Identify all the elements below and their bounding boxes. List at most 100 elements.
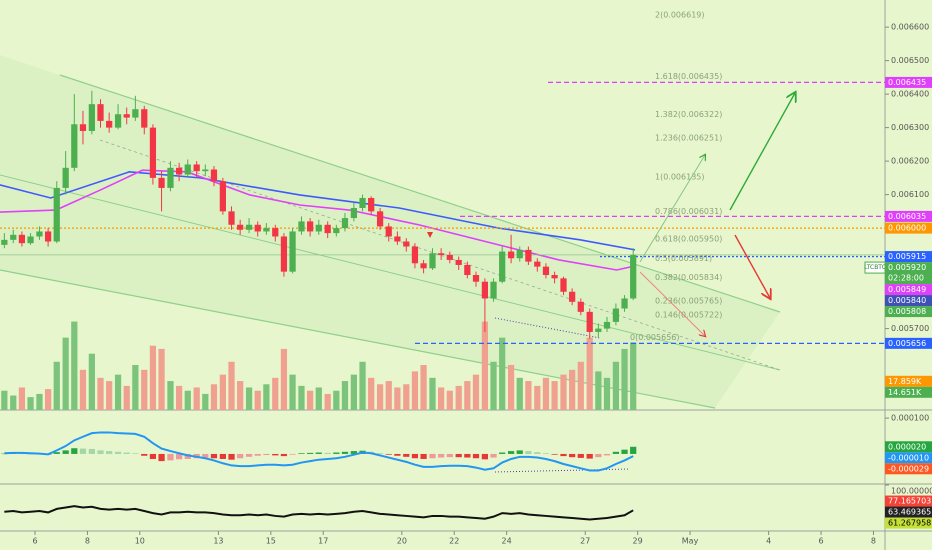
price-tag (885, 386, 932, 398)
x-tick-label: 6 (32, 537, 37, 546)
macd-histogram-bar (106, 451, 113, 454)
volume-bar (429, 377, 436, 410)
macd-histogram-bar (446, 453, 453, 458)
fib-label: 0.382(0.005834) (655, 273, 722, 282)
volume-bar (167, 381, 174, 410)
macd-histogram-bar (403, 453, 410, 457)
candle-body (464, 264, 471, 276)
down-arrow-thin (639, 271, 705, 336)
volume-bar (603, 377, 611, 410)
candle-body (97, 104, 104, 121)
macd-histogram-bar (525, 451, 532, 454)
x-tick-label: 15 (266, 537, 276, 546)
price-tag (885, 506, 932, 518)
candle-body (560, 278, 567, 292)
candle-body (53, 187, 60, 242)
volume-bar (307, 390, 314, 410)
volume-bar (446, 390, 453, 410)
macd-histogram-bar (630, 446, 637, 454)
candle-body (376, 211, 384, 227)
volume-bar (516, 377, 523, 410)
x-tick-label: 24 (502, 537, 512, 546)
fib-label: 0(0.005656) (630, 333, 680, 342)
price-tag (885, 375, 932, 387)
plot-layer: 2(0.006619) 1.618(0.006435) 1.382(0.006322… (0, 10, 932, 546)
macd-histogram-bar (551, 453, 558, 455)
price-tag (885, 463, 932, 475)
volume-bar (411, 371, 419, 410)
y-tick-label: 0.006400 (891, 90, 929, 99)
macd-histogram-bar (577, 453, 584, 458)
candle-body (167, 167, 174, 188)
volume-bar (158, 348, 165, 410)
volume-bar (202, 393, 209, 410)
candle-body (612, 308, 620, 322)
volume-bar (403, 384, 410, 410)
price-tag (885, 452, 932, 464)
macd-histogram-bar (289, 453, 296, 455)
macd-histogram-bar (394, 453, 401, 456)
price-tag-label: 0.006435 (888, 78, 926, 87)
macd-histogram-bar (298, 453, 305, 454)
y-tick-label: 0.006200 (891, 157, 929, 166)
volume-bar (385, 381, 392, 410)
x-tick-label: 29 (633, 537, 643, 546)
macd-histogram-bar (184, 453, 191, 459)
volume-bar (88, 353, 95, 410)
candle-body (237, 224, 244, 230)
candle-body (210, 169, 218, 182)
fib-label: 1.236(0.006251) (655, 134, 722, 143)
macd-histogram-bar (71, 448, 78, 454)
macd-histogram-bar (455, 453, 462, 458)
candle-body (446, 254, 453, 260)
volume-bar (368, 377, 375, 410)
macd-histogram-bar (307, 452, 314, 454)
candle-body (254, 224, 261, 232)
macd-histogram-bar (586, 453, 593, 459)
x-tick-label: 10 (135, 537, 145, 546)
candle-body (202, 169, 209, 172)
macd-histogram-bar (114, 451, 122, 454)
candle-body (132, 109, 139, 118)
volume-bar (315, 387, 322, 410)
price-tag-label: 14.651K (888, 388, 922, 397)
volume-bar (621, 348, 628, 410)
macd-histogram-bar (280, 453, 288, 457)
volume-bar (106, 381, 113, 410)
macd-histogram-bar (534, 452, 541, 454)
candle-body (411, 246, 419, 264)
candle-body (10, 234, 17, 240)
up-arrow-thin (639, 155, 705, 263)
price-tag-label: 17.859K (888, 377, 922, 386)
price-tag (885, 76, 932, 88)
price-tag-label: 0.005840 (888, 296, 926, 305)
channel-mid (0, 174, 781, 371)
fib-label: 0.618(0.005950) (655, 234, 722, 243)
price-tag (885, 295, 932, 307)
macd-histogram-bar (595, 453, 602, 458)
price-tag-label: 0.005656 (888, 339, 926, 348)
moving-average (0, 169, 636, 271)
x-tick-label: 22 (449, 537, 459, 546)
candle-body (315, 224, 322, 232)
y-tick-label: 0.005700 (891, 324, 929, 333)
macd-histogram-bar (123, 452, 130, 454)
volume-bar (1, 390, 8, 410)
macd-histogram-bar (333, 452, 340, 454)
candle-body (44, 231, 52, 242)
price-tag (885, 222, 932, 234)
macd-histogram-bar (420, 453, 427, 459)
rsi-line (4, 505, 634, 521)
macd-histogram-bar (1, 453, 8, 455)
x-tick-label: 8 (871, 537, 876, 546)
price-tag-label: 0.006035 (888, 212, 926, 221)
volume-bar (499, 337, 506, 410)
fib-label: 0.786(0.006031) (655, 207, 722, 216)
candle-body (542, 266, 550, 276)
price-tag-label: 61.267958 (888, 519, 931, 528)
price-tag-label: 0.005915 (888, 252, 926, 261)
volume-bar (612, 361, 620, 410)
macd-histogram-bar (53, 452, 60, 454)
volume-bar (534, 385, 541, 410)
candle-body (429, 253, 436, 269)
